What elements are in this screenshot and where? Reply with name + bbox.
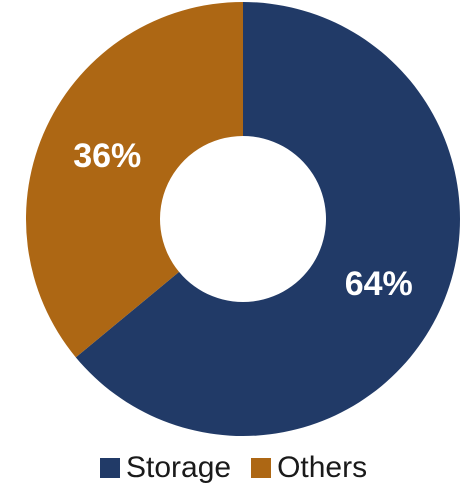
chart-legend: Storage Others xyxy=(100,453,367,483)
legend-item-others: Others xyxy=(251,453,367,483)
legend-label-storage: Storage xyxy=(126,453,231,483)
legend-label-others: Others xyxy=(277,453,367,483)
data-label-others: 36% xyxy=(73,137,141,175)
legend-swatch-storage xyxy=(100,458,120,478)
legend-item-storage: Storage xyxy=(100,453,231,483)
legend-swatch-others xyxy=(251,458,271,478)
data-label-storage: 64% xyxy=(345,265,413,303)
